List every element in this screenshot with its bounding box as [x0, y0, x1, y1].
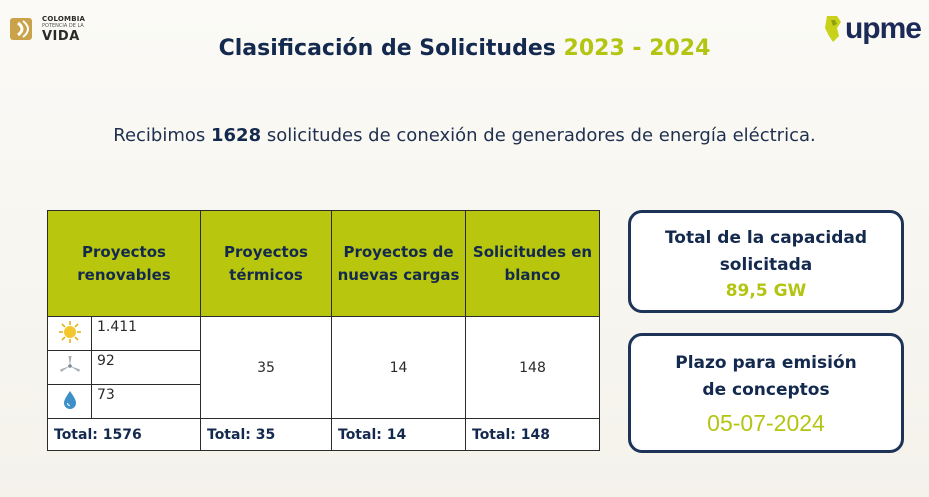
water-drop-icon — [47, 384, 92, 419]
upme-logo: upme — [823, 12, 922, 46]
title-years: 2023 - 2024 — [563, 36, 711, 61]
total-nuevas-cargas: Total: 14 — [331, 418, 466, 451]
nuevas-cargas-value: 14 — [331, 316, 466, 419]
colombia-logo: COLOMBIA POTENCIA DE LA VIDA — [8, 14, 85, 44]
colombia-logo-icon — [8, 14, 38, 44]
wind-turbine-icon — [47, 350, 92, 385]
page-title: Clasificación de Solicitudes 2023 - 2024 — [0, 36, 929, 61]
renovables-eolica-value: 92 — [91, 350, 201, 385]
header-nuevas-cargas: Proyectos de nuevas cargas — [331, 210, 466, 317]
capacity-title-2: solicitada — [719, 255, 813, 275]
lead-count: 1628 — [211, 125, 262, 146]
deadline-title-1: Plazo para emisión — [675, 353, 857, 373]
deadline-value: 05-07-2024 — [707, 410, 825, 436]
capacity-value: 89,5 GW — [725, 281, 807, 301]
table-row: 92 — [47, 350, 600, 385]
deadline-title-2: de conceptos — [702, 380, 830, 400]
total-termicos: Total: 35 — [200, 418, 332, 451]
logo-line-1: COLOMBIA — [42, 14, 86, 23]
logo-line-2: POTENCIA DE LA — [42, 22, 84, 29]
capacity-card: Total de la capacidad solicitada 89,5 GW — [628, 210, 904, 313]
capacity-title-1: Total de la capacidad — [664, 228, 868, 248]
upme-logo-text: upme — [844, 12, 922, 45]
renovables-hidro-value: 73 — [91, 384, 201, 419]
termicos-value: 35 — [200, 316, 332, 419]
table-header-row: Proyectos renovables Proyectos térmicos … — [47, 210, 600, 317]
renovables-solar-value: 1.411 — [91, 316, 201, 351]
header-en-blanco: Solicitudes en blanco — [465, 210, 600, 317]
total-renovables: Total: 1576 — [47, 418, 201, 451]
table-row: 1.411 35 14 148 — [47, 316, 600, 419]
sun-icon — [47, 316, 92, 351]
logo-line-3: VIDA — [42, 28, 80, 44]
en-blanco-value: 148 — [465, 316, 600, 419]
requests-table: Proyectos renovables Proyectos térmicos … — [47, 210, 600, 451]
table-totals-row: Total: 1576 Total: 35 Total: 14 Total: 1… — [47, 418, 600, 451]
lead-after: solicitudes de conexión de generadores d… — [261, 125, 816, 146]
deadline-card: Plazo para emisión de conceptos 05-07-20… — [628, 333, 904, 453]
lead-text: Recibimos 1628 solicitudes de conexión d… — [0, 125, 929, 146]
total-en-blanco: Total: 148 — [465, 418, 600, 451]
header-renovables: Proyectos renovables — [47, 210, 201, 317]
lead-before: Recibimos — [113, 125, 211, 146]
header-termicos: Proyectos térmicos — [200, 210, 332, 317]
title-main: Clasificación de Solicitudes — [218, 36, 556, 61]
upme-logo-icon — [824, 16, 841, 42]
